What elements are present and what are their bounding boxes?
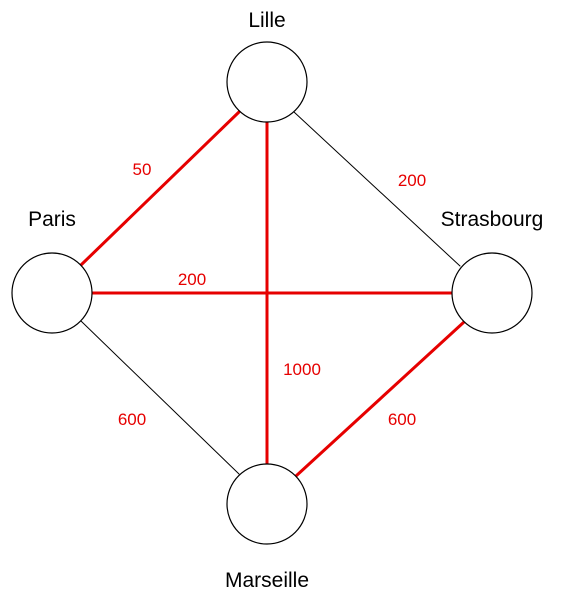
edge-lille-paris: [79, 110, 241, 267]
node-label-strasbourg: Strasbourg: [441, 208, 544, 231]
node-label-marseille: Marseille: [225, 569, 309, 592]
nodes: [11, 41, 533, 545]
node-label-paris: Paris: [28, 208, 76, 231]
edge-weight-lille-marseille: 1000: [283, 360, 321, 379]
node-lille: [226, 41, 308, 123]
edge-weight-strasbourg-marseille: 600: [388, 410, 416, 429]
edge-lille-strasbourg: [293, 111, 461, 267]
node-marseille: [226, 463, 308, 545]
edge-weight-paris-strasbourg: 200: [178, 270, 206, 289]
node-labels: Lille Paris Strasbourg Marseille: [28, 9, 543, 592]
edge-paris-marseille: [80, 320, 240, 475]
node-paris: [11, 252, 93, 334]
edge-labels: 50 200 1000 200 600 600: [118, 160, 426, 429]
edge-weight-paris-marseille: 600: [118, 410, 146, 429]
edges: [79, 110, 466, 478]
edge-strasbourg-marseille: [294, 320, 466, 478]
edge-weight-lille-paris: 50: [133, 160, 152, 179]
edge-weight-lille-strasbourg: 200: [398, 171, 426, 190]
node-strasbourg: [451, 252, 533, 334]
node-label-lille: Lille: [248, 9, 285, 32]
